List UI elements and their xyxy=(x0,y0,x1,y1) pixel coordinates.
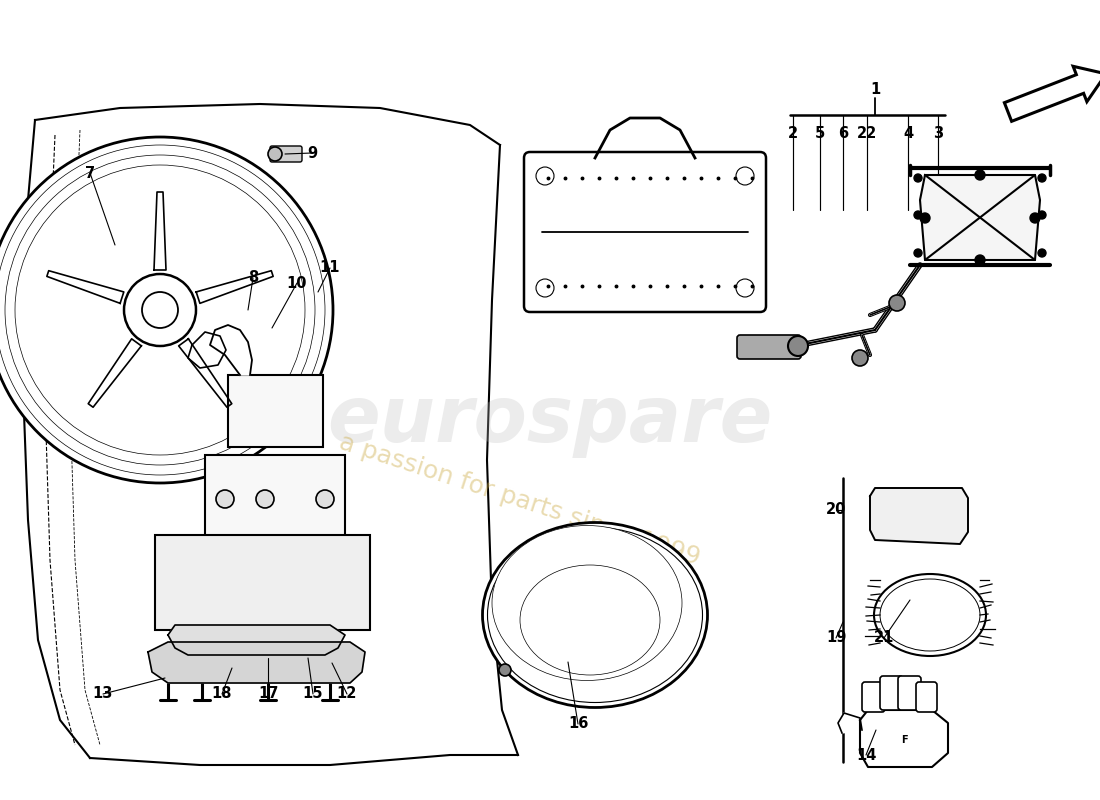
Circle shape xyxy=(0,145,324,475)
Circle shape xyxy=(736,167,754,185)
Circle shape xyxy=(852,350,868,366)
Circle shape xyxy=(268,147,282,161)
FancyBboxPatch shape xyxy=(862,682,886,712)
Circle shape xyxy=(975,170,984,180)
FancyBboxPatch shape xyxy=(916,682,937,712)
Polygon shape xyxy=(920,175,1040,260)
Text: 10: 10 xyxy=(287,275,307,290)
Circle shape xyxy=(975,255,984,265)
Polygon shape xyxy=(168,625,345,655)
FancyBboxPatch shape xyxy=(205,455,345,543)
Polygon shape xyxy=(188,332,226,368)
Circle shape xyxy=(736,279,754,297)
Circle shape xyxy=(1030,213,1040,223)
Text: 4: 4 xyxy=(903,126,913,141)
Text: 22: 22 xyxy=(857,126,877,141)
Polygon shape xyxy=(154,192,166,270)
Text: 13: 13 xyxy=(92,686,113,702)
Ellipse shape xyxy=(520,565,660,675)
FancyBboxPatch shape xyxy=(880,676,903,710)
Circle shape xyxy=(6,155,315,465)
Circle shape xyxy=(914,174,922,182)
Circle shape xyxy=(889,295,905,311)
Polygon shape xyxy=(148,642,365,683)
Text: eurospare: eurospare xyxy=(328,382,772,458)
Circle shape xyxy=(914,211,922,219)
FancyBboxPatch shape xyxy=(737,335,801,359)
Circle shape xyxy=(124,274,196,346)
Circle shape xyxy=(22,172,298,448)
FancyBboxPatch shape xyxy=(898,676,921,710)
Circle shape xyxy=(316,490,334,508)
Ellipse shape xyxy=(487,527,703,702)
Text: 12: 12 xyxy=(337,686,358,702)
Circle shape xyxy=(35,185,285,435)
Polygon shape xyxy=(860,710,948,767)
FancyBboxPatch shape xyxy=(228,375,323,447)
Text: 21: 21 xyxy=(873,630,894,646)
Polygon shape xyxy=(870,488,968,544)
Text: 14: 14 xyxy=(856,747,877,762)
Circle shape xyxy=(788,336,808,356)
Circle shape xyxy=(1038,211,1046,219)
Circle shape xyxy=(256,490,274,508)
Circle shape xyxy=(1038,249,1046,257)
Text: 1: 1 xyxy=(870,82,880,98)
Text: 5: 5 xyxy=(815,126,825,141)
Ellipse shape xyxy=(880,579,980,651)
Ellipse shape xyxy=(483,522,707,707)
Text: 20: 20 xyxy=(826,502,846,518)
Text: 9: 9 xyxy=(307,146,317,161)
FancyBboxPatch shape xyxy=(270,146,302,162)
Text: 17: 17 xyxy=(257,686,278,702)
Text: 7: 7 xyxy=(85,166,95,181)
Text: 19: 19 xyxy=(826,630,846,646)
Text: 8: 8 xyxy=(248,270,258,286)
Text: a passion for parts since 1999: a passion for parts since 1999 xyxy=(337,430,704,570)
FancyBboxPatch shape xyxy=(524,152,766,312)
Circle shape xyxy=(0,137,333,483)
Circle shape xyxy=(914,249,922,257)
Text: F: F xyxy=(901,735,908,745)
Circle shape xyxy=(216,490,234,508)
Circle shape xyxy=(499,664,512,676)
FancyArrow shape xyxy=(1004,66,1100,122)
Text: 6: 6 xyxy=(838,126,848,141)
Ellipse shape xyxy=(874,574,986,656)
Polygon shape xyxy=(838,713,862,733)
Text: 3: 3 xyxy=(933,126,943,141)
FancyBboxPatch shape xyxy=(155,535,370,630)
Circle shape xyxy=(920,213,929,223)
Text: 16: 16 xyxy=(568,717,588,731)
Text: 11: 11 xyxy=(320,261,340,275)
Circle shape xyxy=(536,167,554,185)
Circle shape xyxy=(536,279,554,297)
Polygon shape xyxy=(178,339,232,407)
Polygon shape xyxy=(210,325,252,375)
Polygon shape xyxy=(196,270,273,303)
Text: 18: 18 xyxy=(211,686,232,702)
Polygon shape xyxy=(47,270,124,303)
Circle shape xyxy=(142,292,178,328)
Polygon shape xyxy=(88,339,141,407)
Ellipse shape xyxy=(492,526,682,681)
Text: 15: 15 xyxy=(302,686,323,702)
Text: 2: 2 xyxy=(788,126,799,141)
Circle shape xyxy=(1038,174,1046,182)
Circle shape xyxy=(15,165,305,455)
